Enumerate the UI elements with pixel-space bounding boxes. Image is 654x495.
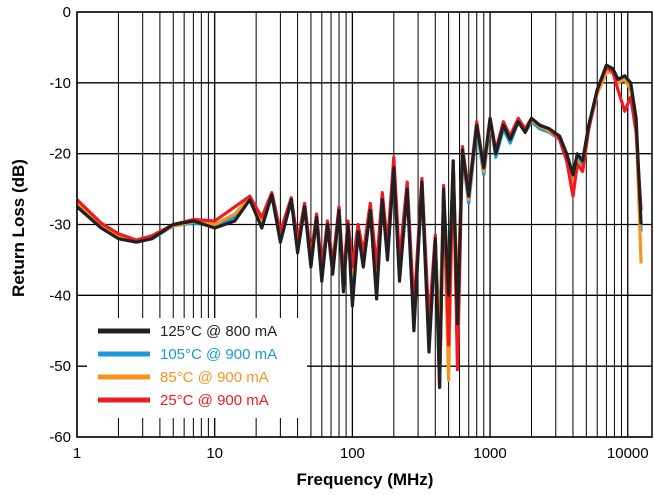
- y-tick-label: 0: [63, 4, 71, 21]
- x-tick-label: 1000: [473, 445, 506, 462]
- y-tick-label: -30: [49, 217, 71, 234]
- legend: 125°C @ 800 mA 105°C @ 900 mA 85°C @ 900 m…: [87, 318, 307, 418]
- series-lines: [75, 63, 643, 389]
- x-tick-label: 1: [73, 445, 81, 462]
- x-tick-label: 100: [340, 445, 365, 462]
- series-line: [75, 63, 643, 389]
- y-axis-title: Return Loss (dB): [9, 159, 28, 297]
- x-tick-label: 10: [206, 445, 223, 462]
- y-tick-label: -20: [49, 146, 71, 163]
- y-tick-label: -50: [49, 358, 71, 375]
- x-axis-ticks: 1 10 100 1000 10000: [73, 445, 649, 462]
- y-axis-ticks: 0 -10 -20 -30 -40 -50 -60: [49, 4, 71, 446]
- y-tick-label: -40: [49, 287, 71, 304]
- x-axis-title: Frequency (MHz): [297, 470, 434, 489]
- legend-label: 125°C @ 800 mA: [160, 323, 277, 340]
- x-tick-label: 10000: [607, 445, 649, 462]
- series-line: [75, 70, 643, 343]
- legend-label: 85°C @ 900 mA: [160, 369, 269, 386]
- y-tick-label: -60: [49, 429, 71, 446]
- y-tick-label: -10: [49, 75, 71, 92]
- legend-label: 25°C @ 900 mA: [160, 392, 269, 409]
- legend-label: 105°C @ 900 mA: [160, 346, 277, 363]
- plot-frame: [76, 11, 653, 438]
